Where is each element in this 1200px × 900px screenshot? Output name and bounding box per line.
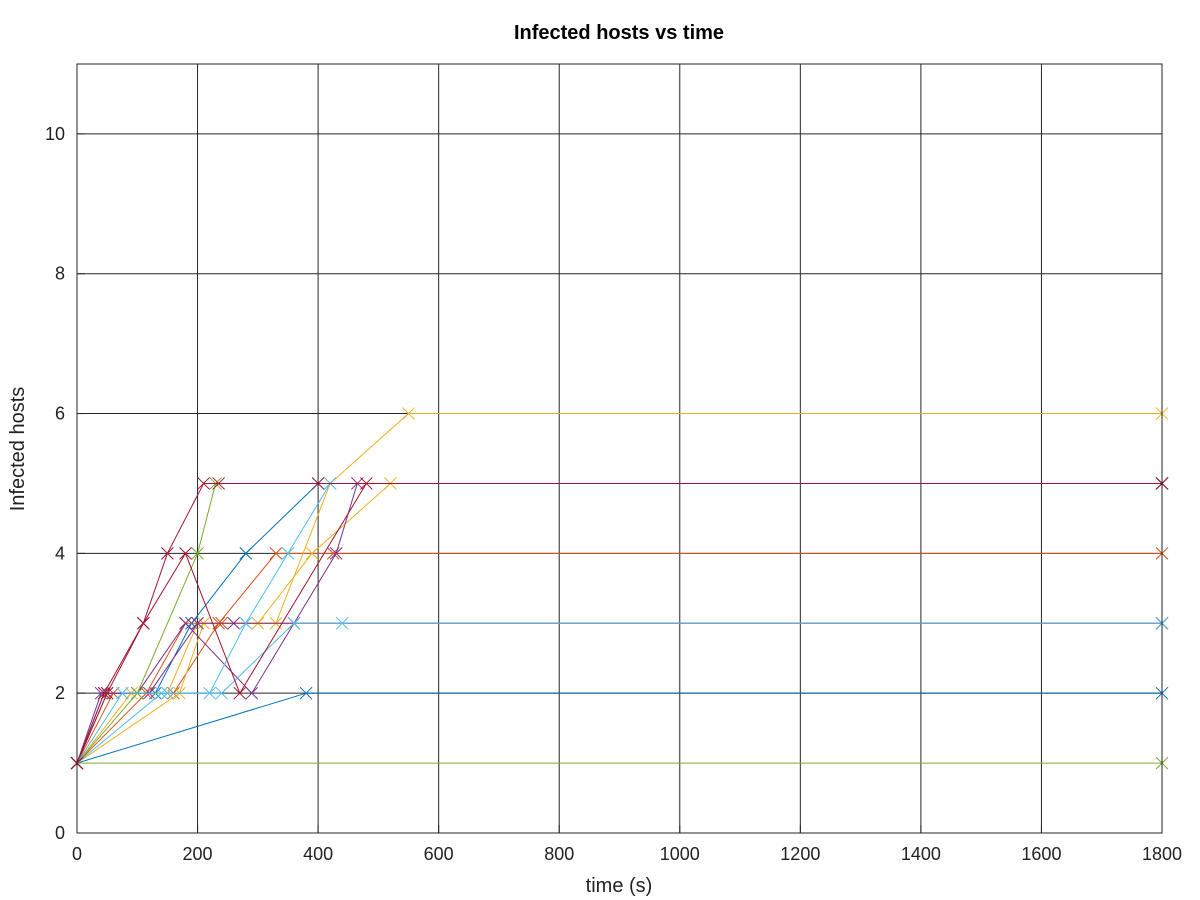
x-tick-label: 1800: [1142, 844, 1182, 864]
data-point-marker: [299, 686, 313, 700]
data-point-marker: [212, 477, 226, 490]
x-tick-label: 1200: [780, 844, 820, 864]
x-tick-label: 800: [544, 844, 574, 864]
data-point-marker: [239, 547, 253, 560]
data-point-marker: [179, 616, 192, 630]
y-tick-label: 0: [55, 823, 65, 843]
data-point-marker: [329, 547, 343, 560]
data-point-marker: [179, 547, 192, 560]
data-point-marker: [191, 547, 204, 560]
data-point-marker: [97, 686, 111, 700]
data-point-marker: [287, 616, 301, 630]
y-axis-label: Infected hosts: [7, 387, 29, 512]
data-point-marker: [402, 407, 415, 420]
data-point-marker: [335, 616, 349, 630]
chart-title: Infected hosts vs time: [514, 22, 724, 44]
x-tick-label: 0: [72, 844, 82, 864]
data-point-marker: [245, 686, 259, 700]
data-point-marker: [239, 616, 253, 630]
y-tick-label: 8: [55, 264, 65, 284]
data-point-marker: [227, 616, 241, 630]
data-point-marker: [359, 477, 373, 490]
series-line: [76, 483, 1162, 764]
tick-labels: 0 200 400 600 800 1000 1200 1400 1600 1800 0 2 4 6 8 10: [45, 124, 1182, 864]
data-point-marker: [191, 616, 204, 630]
y-tick-label: 10: [45, 124, 65, 144]
data-point-marker: [233, 686, 247, 700]
data-point-marker: [305, 547, 319, 560]
plot-area: [76, 63, 1163, 834]
x-tick-label: 1000: [660, 844, 700, 864]
x-tick-label: 1600: [1021, 844, 1061, 864]
data-point-marker: [100, 686, 114, 700]
x-tick-label: 200: [183, 844, 213, 864]
data-point-marker: [197, 477, 210, 490]
series-group: [70, 407, 1169, 770]
data-point-marker: [311, 477, 325, 490]
data-point-marker: [115, 686, 129, 700]
x-tick-label: 1400: [901, 844, 941, 864]
x-tick-label: 600: [424, 844, 454, 864]
data-point-marker: [136, 616, 150, 630]
x-axis-label: time (s): [586, 875, 653, 897]
y-tick-label: 2: [55, 683, 65, 703]
y-tick-label: 4: [55, 543, 65, 563]
data-point-marker: [215, 686, 229, 700]
y-tick-label: 6: [55, 404, 65, 424]
data-point-marker: [269, 547, 283, 560]
data-point-marker: [161, 547, 174, 560]
data-point-marker: [161, 686, 174, 700]
x-tick-label: 400: [303, 844, 333, 864]
data-point-marker: [281, 547, 295, 560]
